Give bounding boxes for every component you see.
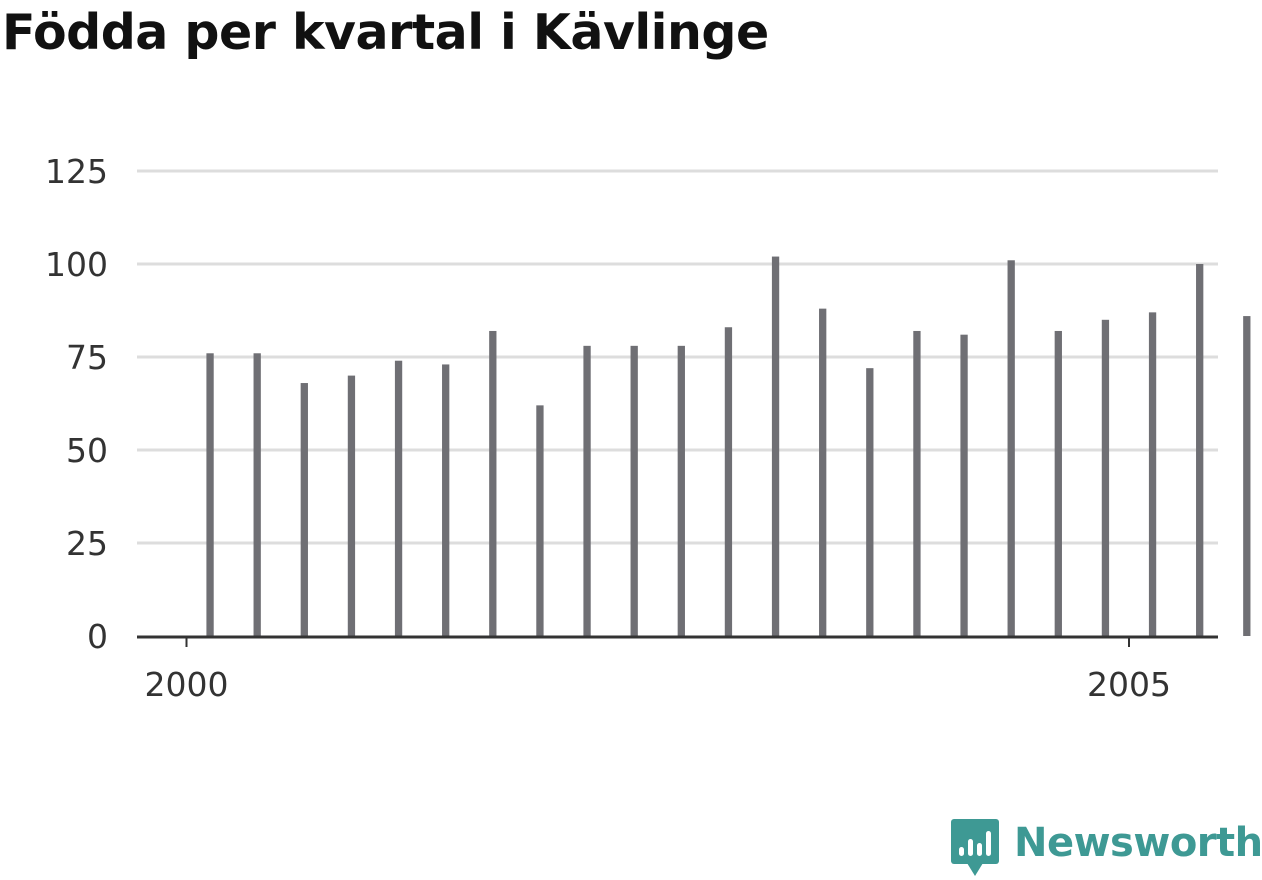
bar	[724, 327, 733, 636]
x-axis-ticks: 200020052010201520202025	[137, 635, 1218, 704]
y-tick-label: 0	[87, 617, 108, 656]
bar	[300, 383, 308, 636]
bar	[347, 375, 356, 636]
bar	[960, 334, 968, 636]
bar	[771, 256, 780, 636]
brand-name: Newsworthy	[1014, 820, 1262, 866]
bar	[1148, 312, 1157, 636]
bar-series	[206, 256, 1251, 636]
bar	[394, 360, 403, 636]
bar	[866, 368, 874, 636]
bar	[1243, 316, 1251, 636]
gridlines	[137, 169, 1218, 545]
newsworthy-bar-chart-bubble-icon	[951, 819, 999, 876]
y-tick-label: 100	[45, 245, 108, 284]
bar	[583, 345, 591, 636]
bar	[677, 345, 685, 636]
x-tick-label: 2000	[145, 665, 229, 704]
bar	[536, 405, 544, 636]
bar	[913, 330, 921, 636]
bar	[819, 308, 827, 636]
bar	[1196, 264, 1204, 636]
bar	[1007, 260, 1015, 636]
bar	[630, 345, 638, 636]
newsworthy-logo: Newsworthy	[950, 816, 1262, 880]
bar	[1101, 319, 1110, 636]
y-axis-ticks: 0 25 50 75 100 125	[45, 152, 108, 656]
y-tick-label: 25	[66, 524, 108, 563]
y-tick-label: 125	[45, 152, 108, 191]
chart-title: Födda per kvartal i Kävlinge	[2, 4, 769, 61]
bar	[253, 353, 261, 636]
x-tick-label: 2005	[1087, 665, 1171, 704]
bar	[1054, 330, 1062, 636]
bar	[489, 330, 497, 636]
bar	[442, 364, 450, 636]
y-tick-label: 50	[66, 431, 108, 470]
y-tick-label: 75	[66, 338, 108, 377]
bar	[206, 353, 214, 636]
